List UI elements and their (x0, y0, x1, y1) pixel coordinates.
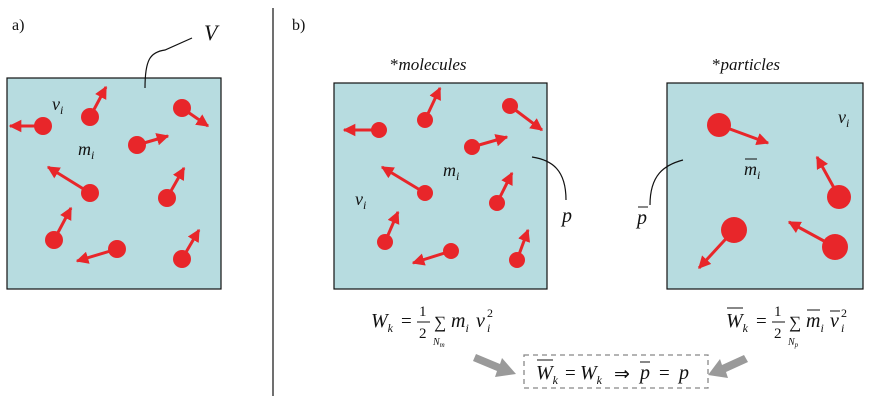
panel-b-label: b) (292, 17, 305, 34)
mass-label-particles: mi (744, 159, 760, 182)
molecules-ball-4 (464, 139, 480, 155)
particles-ball-1 (707, 113, 731, 137)
molecules-ball-6 (489, 195, 505, 211)
panel-a-ball-2 (81, 108, 99, 126)
particles-group-molecules (342, 86, 544, 268)
pressure-label-particles: p (635, 207, 647, 229)
pressure-leader-molecules (531, 156, 567, 201)
svg-text:=: = (565, 363, 576, 384)
panel-a-ball-9 (173, 250, 191, 268)
result-equation: Wk = Wk ⇒ p = p (536, 359, 689, 387)
svg-text:2: 2 (419, 326, 427, 342)
particles-title: *particles (712, 55, 780, 74)
molecules-title: *molecules (390, 55, 467, 74)
svg-text:v: v (830, 310, 839, 332)
kinetic-energy-equation-particles: Wk = 1 2 ∑ Np mi v i 2 (726, 304, 847, 349)
molecules-ball-9 (509, 252, 525, 268)
molecules-ball-8 (443, 243, 459, 259)
molecules-ball-2 (417, 112, 433, 128)
panel-a-ball-7 (45, 231, 63, 249)
molecules-ball-1 (371, 122, 387, 138)
svg-text:2: 2 (841, 306, 847, 320)
volume-leader-line (144, 37, 193, 89)
pressure-label-molecules: p (560, 205, 572, 227)
particles-group-a (8, 85, 210, 268)
molecules-ball-5 (417, 185, 433, 201)
velocity-label-a: vi (52, 94, 63, 117)
svg-text:mi: mi (806, 310, 824, 335)
svg-text:Np: Np (787, 337, 799, 349)
velocity-label-particles: vi (838, 107, 849, 130)
mass-label-a: mi (78, 139, 94, 162)
svg-text:i: i (841, 321, 844, 335)
velocity-label-molecules: vi (355, 189, 366, 212)
gray-arrow-left (473, 354, 516, 377)
particles-group-particles (697, 113, 851, 270)
particles-ball-2 (827, 185, 851, 209)
svg-text:Nm: Nm (432, 337, 445, 349)
panel-a-ball-6 (158, 189, 176, 207)
panel-a-ball-5 (81, 184, 99, 202)
molecules-ball-3 (502, 98, 518, 114)
svg-text:∑: ∑ (789, 313, 801, 332)
svg-text:Wk: Wk (580, 362, 603, 387)
result-box (523, 354, 709, 389)
kinetic-energy-equation-molecules: Wk = 1 2 ∑ Nm mi v i 2 (371, 304, 493, 349)
mass-label-molecules: mi (443, 160, 459, 183)
svg-text:Wk: Wk (371, 310, 394, 335)
svg-text:⇒: ⇒ (614, 364, 630, 385)
volume-label: V (204, 20, 220, 45)
panel-a-ball-4 (128, 136, 146, 154)
svg-text:Wk: Wk (726, 310, 749, 335)
pressure-leader-particles (649, 159, 684, 206)
svg-text:=: = (756, 311, 767, 332)
particles-ball-3 (721, 217, 747, 243)
svg-text:Wk: Wk (536, 362, 559, 387)
panel-a-ball-1 (34, 117, 52, 135)
svg-text:2: 2 (487, 306, 493, 320)
svg-text:1: 1 (774, 304, 782, 320)
panel-a-ball-8 (108, 240, 126, 258)
svg-text:2: 2 (774, 326, 782, 342)
molecules-ball-7 (377, 234, 393, 250)
svg-text:∑: ∑ (434, 313, 446, 332)
panel-a-ball-3 (173, 99, 191, 117)
svg-text:p: p (638, 362, 650, 384)
particles-ball-4 (822, 234, 848, 260)
gray-arrow-right (708, 355, 748, 378)
svg-text:1: 1 (419, 304, 427, 320)
svg-text:p: p (677, 362, 689, 384)
svg-text:v: v (476, 310, 485, 332)
svg-text:mi: mi (451, 310, 469, 335)
panel-a-label: a) (12, 17, 24, 34)
molecules-velocity-arrow-5 (380, 165, 426, 195)
svg-text:=: = (659, 363, 670, 384)
svg-text:i: i (487, 321, 490, 335)
svg-text:=: = (401, 311, 412, 332)
